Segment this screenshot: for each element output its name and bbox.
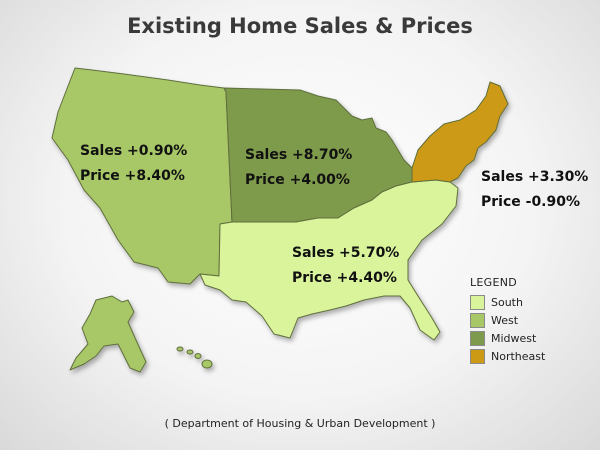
south-price: Price +4.40% — [292, 270, 397, 286]
legend-label: Northeast — [491, 349, 546, 363]
legend-item-west: West — [470, 311, 545, 329]
northeast-sales: Sales +3.30% — [481, 169, 589, 185]
source-credit: ( Department of Housing & Urban Developm… — [164, 417, 436, 430]
legend-swatch — [470, 330, 485, 346]
legend-swatch — [470, 348, 485, 364]
region-alaska — [69, 295, 147, 373]
south-values: Sales +5.70% Price +4.40% — [292, 241, 399, 291]
legend-items: South West Midwest Northeast — [470, 293, 545, 365]
legend: LEGEND South West Midwest Northeast — [470, 276, 545, 365]
midwest-values: Sales +8.70% Price +4.00% — [245, 143, 352, 193]
legend-item-midwest: Midwest — [470, 329, 545, 347]
legend-item-south: South — [470, 293, 545, 311]
west-values: Sales +0.90% Price +8.40% — [80, 139, 187, 189]
region-south — [199, 179, 459, 341]
legend-title: LEGEND — [470, 276, 518, 289]
northeast-price: Price -0.90% — [481, 194, 581, 210]
northeast-values: Sales +3.30% Price -0.90% — [481, 165, 588, 215]
region-northeast — [411, 81, 509, 183]
legend-label: West — [491, 313, 519, 327]
west-sales: Sales +0.90% — [80, 143, 188, 159]
map-title: Existing Home Sales & Prices — [127, 14, 473, 38]
region-west — [51, 67, 233, 285]
legend-label: South — [491, 295, 523, 309]
legend-label: Midwest — [491, 331, 537, 345]
region-hawaii — [176, 346, 213, 369]
midwest-price: Price +4.00% — [245, 172, 350, 188]
west-price: Price +8.40% — [80, 168, 185, 184]
legend-item-northeast: Northeast — [470, 347, 545, 365]
legend-swatch — [470, 312, 485, 328]
midwest-sales: Sales +8.70% — [245, 147, 353, 163]
legend-swatch — [470, 294, 485, 310]
south-sales: Sales +5.70% — [292, 245, 400, 261]
